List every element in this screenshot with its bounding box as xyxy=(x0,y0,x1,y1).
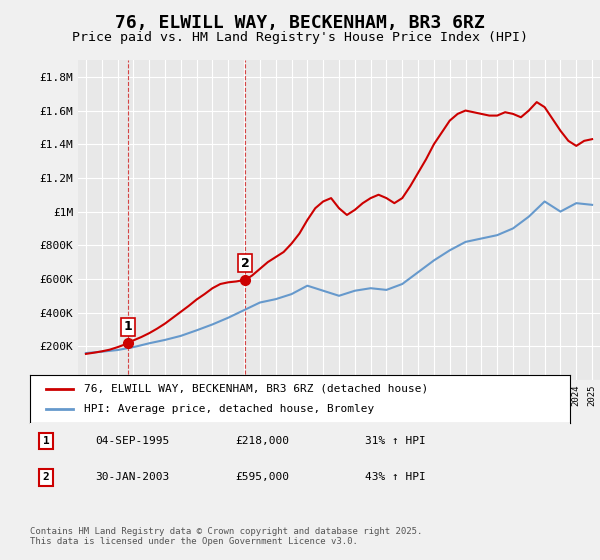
Text: 04-SEP-1995: 04-SEP-1995 xyxy=(95,436,169,446)
Text: Price paid vs. HM Land Registry's House Price Index (HPI): Price paid vs. HM Land Registry's House … xyxy=(72,31,528,44)
Text: 76, ELWILL WAY, BECKENHAM, BR3 6RZ: 76, ELWILL WAY, BECKENHAM, BR3 6RZ xyxy=(115,14,485,32)
Text: HPI: Average price, detached house, Bromley: HPI: Average price, detached house, Brom… xyxy=(84,404,374,414)
Text: Contains HM Land Registry data © Crown copyright and database right 2025.
This d: Contains HM Land Registry data © Crown c… xyxy=(30,526,422,546)
Text: 43% ↑ HPI: 43% ↑ HPI xyxy=(365,473,425,482)
Text: 2: 2 xyxy=(241,256,250,270)
Text: 31% ↑ HPI: 31% ↑ HPI xyxy=(365,436,425,446)
Text: £218,000: £218,000 xyxy=(235,436,289,446)
Text: 30-JAN-2003: 30-JAN-2003 xyxy=(95,473,169,482)
Text: 1: 1 xyxy=(43,436,50,446)
Text: 1: 1 xyxy=(124,320,133,333)
Text: £595,000: £595,000 xyxy=(235,473,289,482)
Text: 76, ELWILL WAY, BECKENHAM, BR3 6RZ (detached house): 76, ELWILL WAY, BECKENHAM, BR3 6RZ (deta… xyxy=(84,384,428,394)
Text: 2: 2 xyxy=(43,473,50,482)
